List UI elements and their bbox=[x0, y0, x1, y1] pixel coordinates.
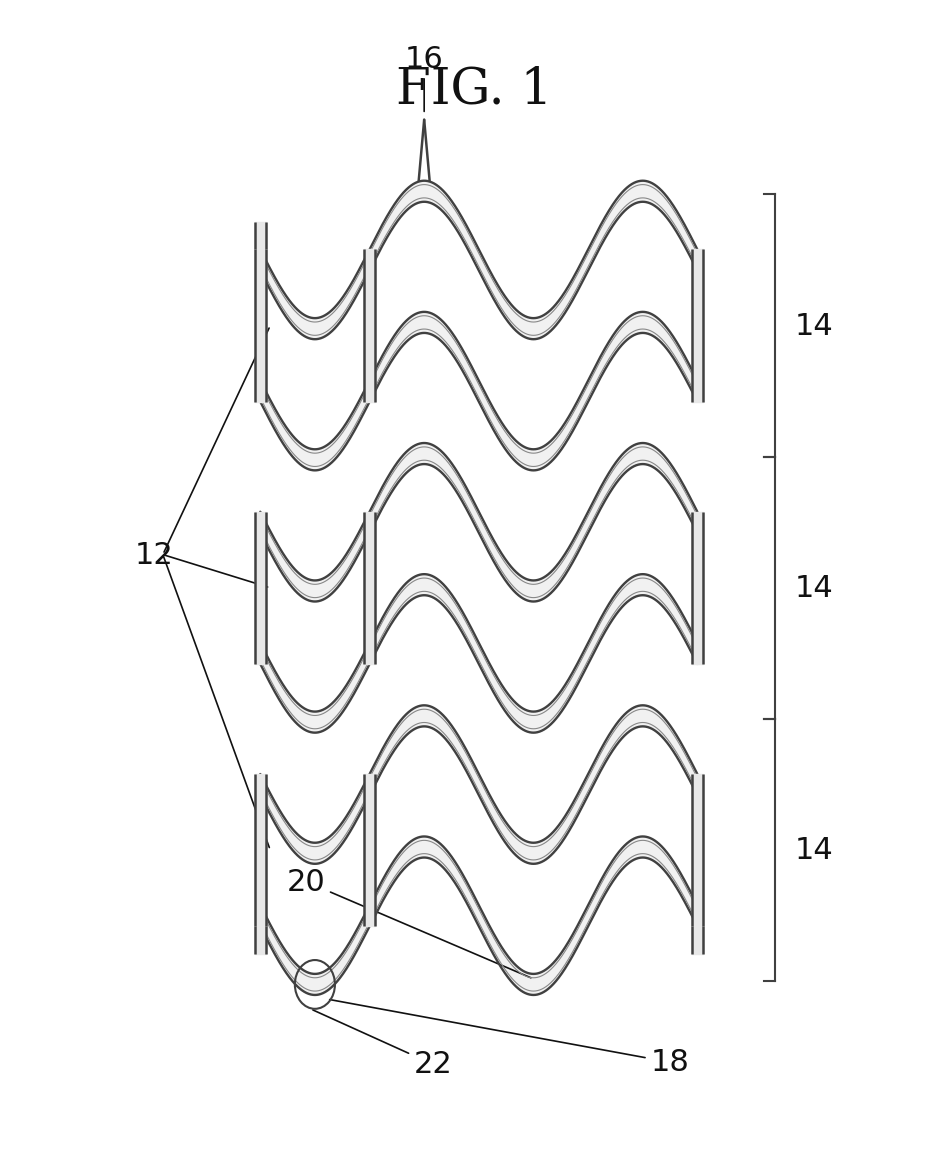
Text: FIG. 1: FIG. 1 bbox=[396, 65, 552, 114]
Text: 12: 12 bbox=[135, 540, 173, 569]
Text: 22: 22 bbox=[313, 1010, 452, 1079]
Text: 14: 14 bbox=[794, 835, 833, 864]
Text: 14: 14 bbox=[794, 574, 833, 602]
Text: 16: 16 bbox=[405, 45, 444, 112]
Text: 14: 14 bbox=[794, 312, 833, 340]
Text: 18: 18 bbox=[330, 999, 689, 1077]
Text: 20: 20 bbox=[286, 867, 531, 977]
